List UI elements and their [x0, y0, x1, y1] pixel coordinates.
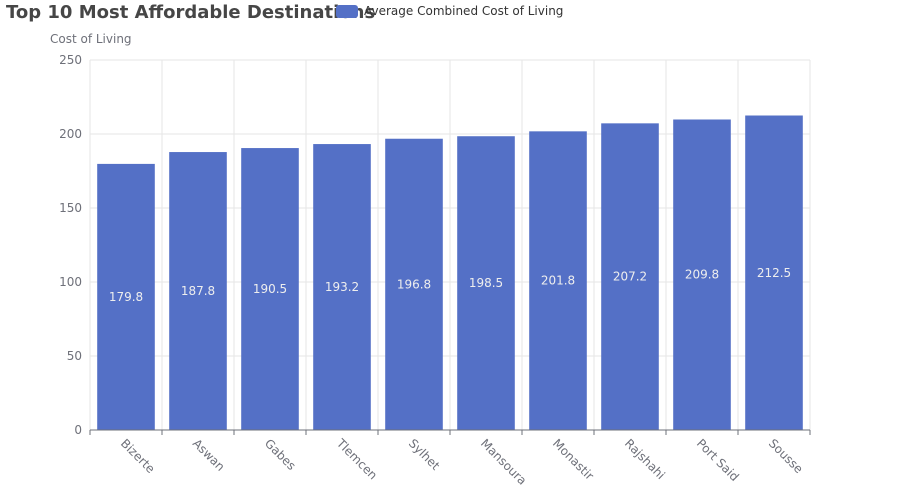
y-tick-label: 250	[59, 53, 82, 67]
x-tick-label: Tlemcen	[333, 436, 380, 483]
y-tick-label: 150	[59, 201, 82, 215]
bar[interactable]	[385, 138, 443, 430]
x-tick-label: Sylhet	[406, 436, 443, 473]
legend-swatch	[336, 4, 358, 18]
bar-value-label: 193.2	[325, 280, 359, 294]
y-tick-label: 100	[59, 275, 82, 289]
bar-value-label: 209.8	[685, 268, 719, 282]
bar[interactable]	[601, 123, 659, 431]
bars: 179.8 187.8 190.5 193.2 196.8 198.5 201.8 207.2…	[97, 115, 803, 431]
bar-value-label: 179.8	[109, 290, 143, 304]
x-tick-label: Aswan	[190, 436, 228, 474]
bar[interactable]	[673, 119, 731, 430]
bar-value-label: 187.8	[181, 284, 215, 298]
y-tick-label: 50	[67, 349, 82, 363]
chart-title: Top 10 Most Affordable Destinations	[6, 2, 376, 23]
bar[interactable]	[97, 163, 155, 430]
x-tick-label: Mansoura	[478, 436, 529, 487]
y-tick-label: 0	[74, 423, 82, 437]
x-tick-label: Rajshahi	[622, 436, 668, 482]
bar[interactable]	[241, 148, 299, 430]
bar-value-label: 207.2	[613, 270, 647, 284]
x-tick-label: Sousse	[766, 436, 806, 476]
x-tick-label: Gabes	[262, 436, 299, 473]
bar-value-label: 196.8	[397, 277, 431, 291]
bar[interactable]	[169, 152, 227, 430]
bar[interactable]	[745, 115, 803, 431]
bar-value-label: 190.5	[253, 282, 287, 296]
bar-value-label: 201.8	[541, 274, 575, 288]
y-axis-label: Cost of Living	[50, 32, 132, 46]
bar[interactable]	[529, 131, 587, 430]
legend[interactable]: Average Combined Cost of Living	[336, 4, 563, 18]
x-tick-label: Monastir	[550, 436, 597, 483]
legend-label: Average Combined Cost of Living	[364, 4, 564, 18]
bar[interactable]	[457, 136, 515, 430]
bar[interactable]	[313, 144, 371, 430]
y-tick-label: 200	[59, 127, 82, 141]
x-tick-label: Port Said	[694, 436, 742, 484]
bar-value-label: 212.5	[757, 266, 791, 280]
x-tick-label: Bizerte	[118, 436, 158, 476]
bar-value-label: 198.5	[469, 276, 503, 290]
